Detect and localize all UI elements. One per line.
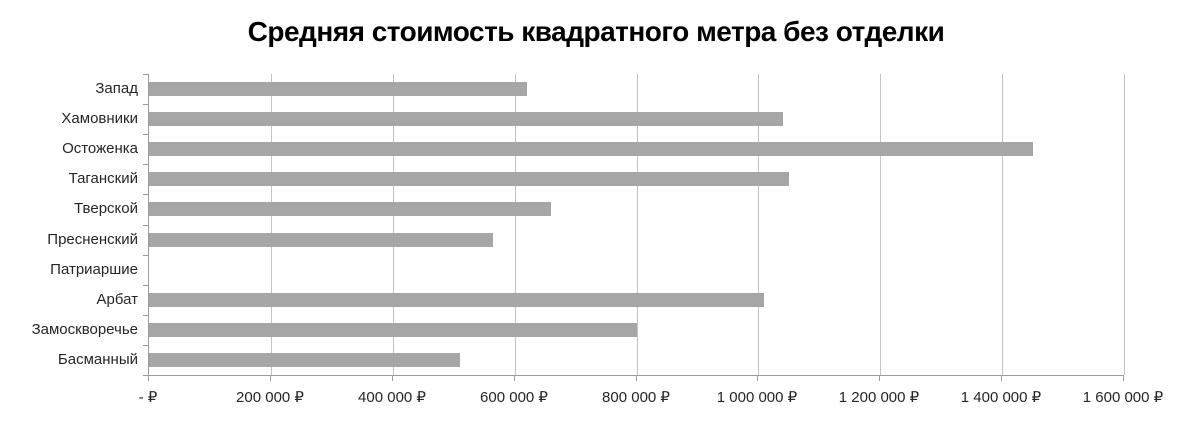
category-label: Хамовники bbox=[61, 110, 138, 127]
bar-Арбат bbox=[149, 293, 764, 307]
bar-Запад bbox=[149, 82, 527, 96]
x-axis-tick-label: 1 600 000 ₽ bbox=[1082, 389, 1164, 406]
x-axis-tick-mark bbox=[879, 376, 880, 381]
x-axis-tick-label: 400 000 ₽ bbox=[358, 389, 426, 406]
category-label: Остоженка bbox=[62, 140, 138, 157]
category-label: Тверской bbox=[74, 200, 138, 217]
bar-Тверской bbox=[149, 202, 551, 216]
gridline bbox=[880, 74, 881, 375]
x-axis-tick-mark bbox=[270, 376, 271, 381]
gridline bbox=[758, 74, 759, 375]
bar-Пресненский bbox=[149, 233, 493, 247]
y-axis-tick-mark bbox=[143, 104, 148, 105]
x-axis-tick-label: - ₽ bbox=[138, 389, 158, 406]
x-axis-tick-label: 600 000 ₽ bbox=[480, 389, 548, 406]
x-axis-tick-mark bbox=[392, 376, 393, 381]
x-axis-tick-mark bbox=[148, 376, 149, 381]
x-axis-tick-label: 1 400 000 ₽ bbox=[960, 389, 1042, 406]
gridline bbox=[515, 74, 516, 375]
x-axis-tick-label: 200 000 ₽ bbox=[236, 389, 304, 406]
plot-area bbox=[148, 74, 1125, 376]
x-axis-tick-mark bbox=[1123, 376, 1124, 381]
y-axis-tick-mark bbox=[143, 345, 148, 346]
gridline bbox=[1124, 74, 1125, 375]
y-axis-tick-mark bbox=[143, 134, 148, 135]
x-axis-tick-label: 800 000 ₽ bbox=[602, 389, 670, 406]
chart-title: Средняя стоимость квадратного метра без … bbox=[247, 16, 945, 47]
x-axis-tick-mark bbox=[1001, 376, 1002, 381]
gridline bbox=[271, 74, 272, 375]
x-axis-tick-label: 1 000 000 ₽ bbox=[716, 389, 798, 406]
category-label: Пресненский bbox=[47, 231, 138, 248]
x-axis-tick-label: 1 200 000 ₽ bbox=[838, 389, 920, 406]
y-axis-tick-mark bbox=[143, 255, 148, 256]
bar-Замоскворечье bbox=[149, 323, 637, 337]
y-axis-tick-mark bbox=[143, 315, 148, 316]
y-axis-tick-mark bbox=[143, 164, 148, 165]
y-axis-tick-mark bbox=[143, 194, 148, 195]
y-axis-tick-mark bbox=[143, 285, 148, 286]
gridline bbox=[1002, 74, 1003, 375]
category-label: Запад bbox=[95, 80, 138, 97]
y-axis-tick-mark bbox=[143, 74, 148, 75]
y-axis-tick-mark bbox=[143, 375, 148, 376]
x-axis-tick-mark bbox=[514, 376, 515, 381]
category-label: Басманный bbox=[57, 351, 138, 368]
bar-Таганский bbox=[149, 172, 789, 186]
category-label: Таганский bbox=[68, 170, 138, 187]
category-label: Арбат bbox=[96, 291, 138, 308]
x-axis-tick-mark bbox=[757, 376, 758, 381]
bar-Басманный bbox=[149, 353, 460, 367]
bar-Остоженка bbox=[149, 142, 1033, 156]
gridline bbox=[393, 74, 394, 375]
x-axis-tick-mark bbox=[636, 376, 637, 381]
bar-Хамовники bbox=[149, 112, 783, 126]
category-label: Замоскворечье bbox=[31, 321, 138, 338]
gridline bbox=[637, 74, 638, 375]
category-label: Патриаршие bbox=[50, 261, 138, 278]
y-axis-tick-mark bbox=[143, 225, 148, 226]
